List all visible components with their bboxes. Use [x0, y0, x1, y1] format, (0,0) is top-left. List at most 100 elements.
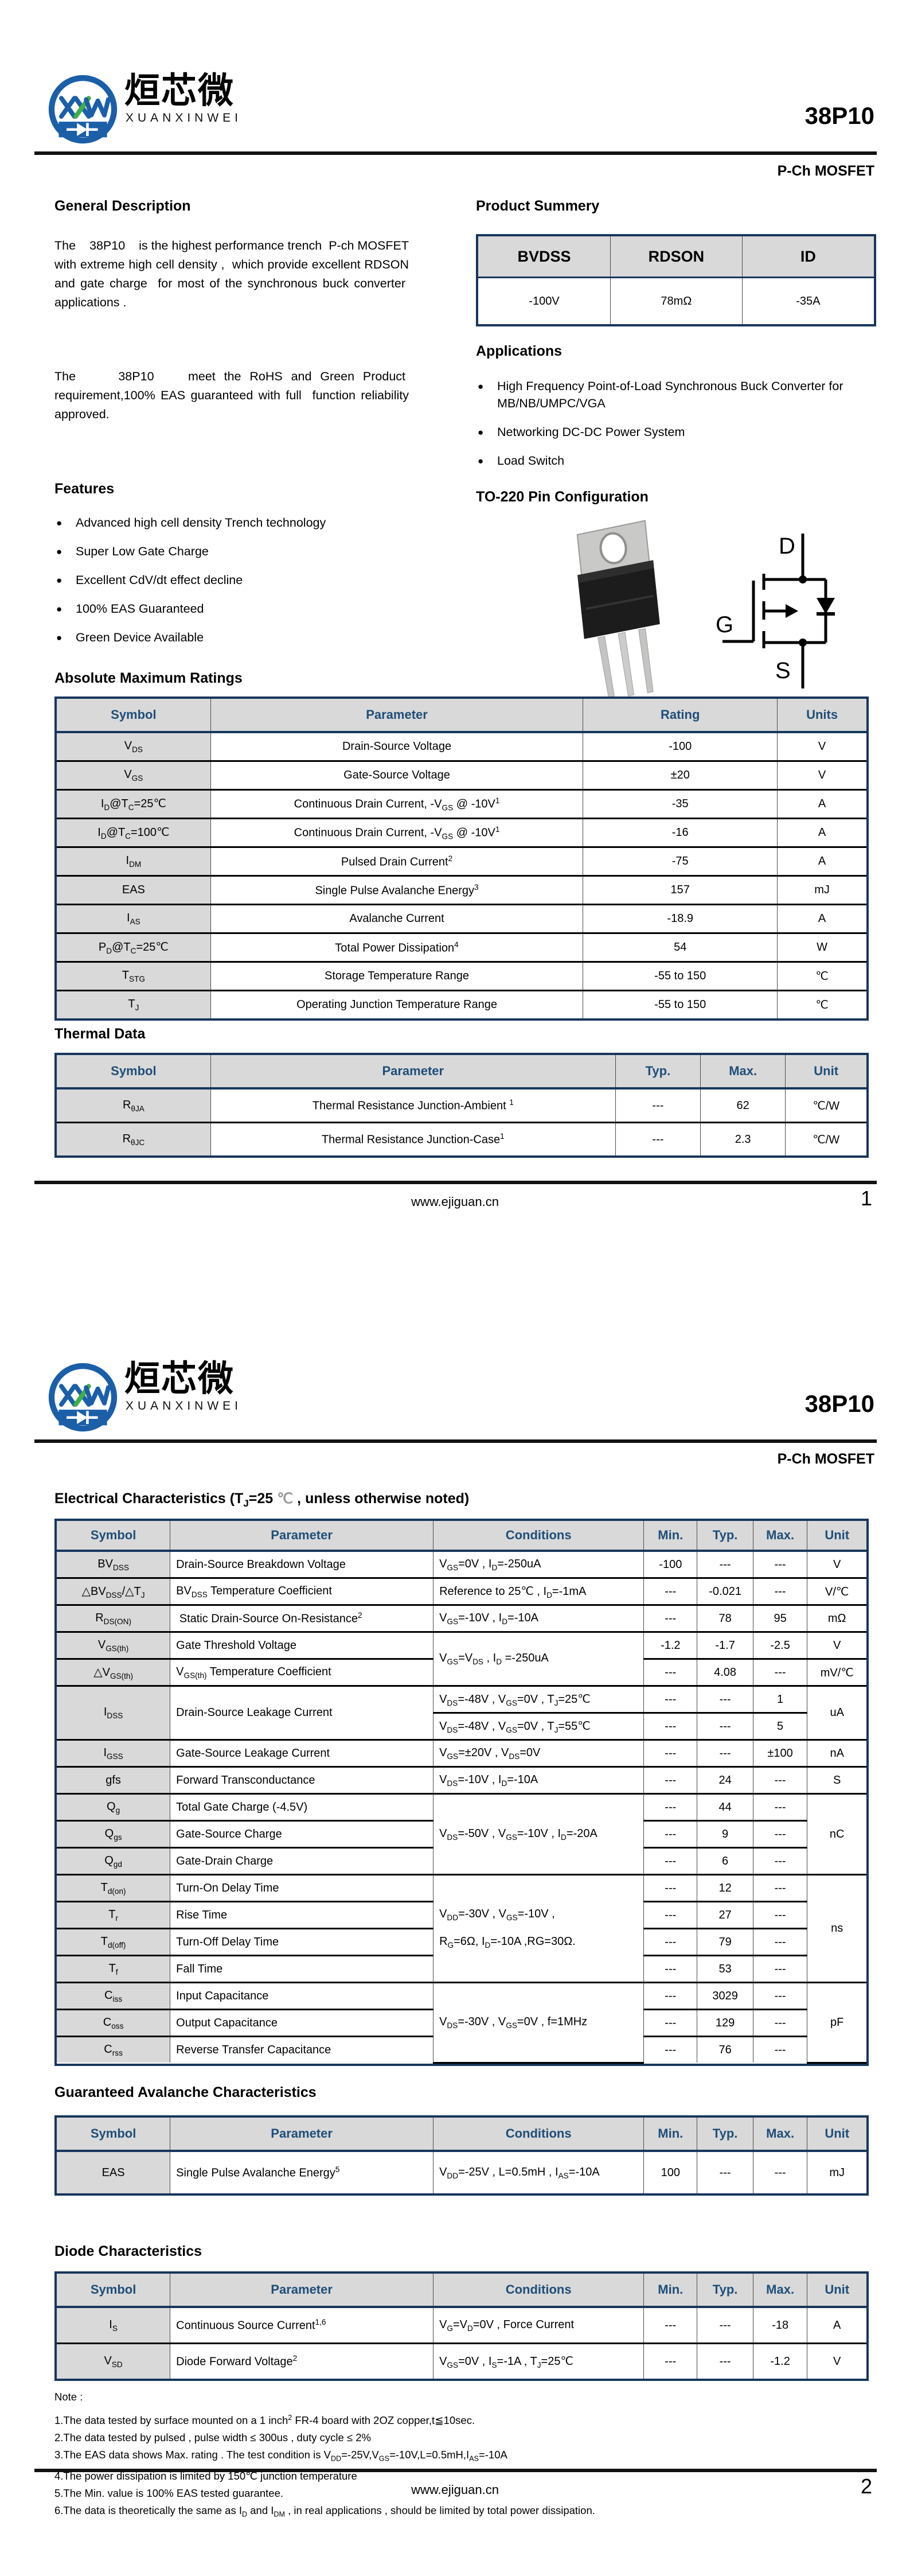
logo-english-text: XUANXINWEI: [126, 111, 243, 124]
table-cell: ---: [643, 1928, 698, 1956]
table-cell: ℃/W: [785, 1122, 866, 1155]
column-header: Typ.: [697, 2118, 753, 2152]
mosfet-symbol-icon: D G S: [716, 534, 835, 688]
table-cell: Static Drain-Source On-Resistance2: [170, 1605, 434, 1633]
column-header: Conditions: [433, 2274, 645, 2308]
table-cell: IAS: [57, 904, 211, 934]
diode-characteristics-table: Symbol Parameter Conditions Min. Typ. Max. Uni…: [54, 2271, 869, 2381]
table-cell: ---: [752, 2036, 807, 2063]
table-cell: ---: [697, 1713, 753, 1741]
table-cell: A: [777, 789, 866, 819]
page-2: 烜芯微 XUANXINWEI 38P10 P-Ch MOSFET Electri…: [0, 1288, 910, 2576]
table-cell: Single Pulse Avalanche Energy5: [170, 2150, 434, 2193]
company-logo: 烜芯微 XUANXINWEI: [47, 73, 242, 145]
general-description-title: General Description: [54, 198, 191, 214]
table-cell: IS: [57, 2306, 171, 2344]
table-cell: V: [807, 1550, 866, 1579]
table-cell: Turn-Off Delay Time: [170, 1928, 434, 1956]
column-header: Unit: [807, 2118, 866, 2152]
column-header: Symbol: [57, 2118, 171, 2152]
table-cell: ---: [752, 1550, 808, 1579]
page-1: 烜芯微 XUANXINWEI 38P10 P-Ch MOSFET General…: [0, 0, 910, 1288]
table-cell: ---: [697, 1550, 753, 1579]
table-cell: ---: [752, 1901, 807, 1929]
table-cell: -1.2: [752, 2343, 808, 2379]
thermal-data-title: Thermal Data: [54, 1026, 146, 1042]
table-cell: VGS=-10V , ID=-10A: [433, 1605, 645, 1633]
column-header: Min.: [643, 2118, 698, 2152]
column-header: Min.: [643, 1521, 698, 1552]
features-list: Advanced high cell density Trench techno…: [56, 514, 423, 657]
column-header: Parameter: [210, 699, 584, 733]
table-cell: Crss: [57, 2036, 171, 2063]
thermal-data-table: Symbol Parameter Typ. Max. Unit RθJA Thermal R…: [54, 1053, 869, 1158]
table-cell: W: [777, 933, 866, 963]
table-cell: ---: [643, 1740, 698, 1768]
column-header: Typ.: [697, 1521, 753, 1552]
table-cell: VDS=-30V , VGS=0V , f=1MHz: [433, 1982, 645, 2064]
column-header: Symbol: [57, 1521, 171, 1552]
table-cell: ---: [643, 1713, 698, 1741]
table-cell: Forward Transconductance: [170, 1766, 434, 1795]
table-cell: Input Capacitance: [170, 1982, 434, 2010]
data-table: Symbol Parameter Rating Units VDS Drain-Sourc…: [57, 699, 866, 1018]
table-cell: Td(off): [57, 1928, 171, 1956]
column-header: Parameter: [210, 1055, 616, 1089]
table-cell: mJ: [807, 2150, 866, 2193]
column-header: Symbol: [57, 699, 211, 733]
footer-rule: [34, 1181, 877, 1184]
table-cell: -16: [583, 818, 778, 848]
data-table: Symbol Parameter Conditions Min. Typ. Max. Uni…: [57, 2118, 866, 2193]
list-item: Excellent CdV/dt effect decline: [56, 571, 423, 589]
table-cell: ---: [643, 1901, 698, 1929]
table-cell: 5: [752, 1713, 807, 1741]
general-description-paragraph-2: The 38P10 meet the RoHS and Green Produc…: [54, 369, 409, 421]
table-cell: VDS=-50V , VGS=-10V , ID=-20A: [433, 1793, 645, 1875]
table-cell: V/℃: [807, 1578, 866, 1606]
table-cell: ---: [643, 1766, 698, 1795]
guaranteed-avalanche-table: Symbol Parameter Conditions Min. Typ. Max. Uni…: [54, 2115, 869, 2196]
table-cell: V: [777, 731, 866, 762]
table-cell: ---: [752, 1982, 808, 2010]
table-cell: VGS=±20V , VDS=0V: [433, 1740, 645, 1768]
table-cell: -1.2: [643, 1632, 698, 1660]
table-cell: Gate Threshold Voltage: [170, 1632, 434, 1660]
list-item: 100% EAS Guaranteed: [56, 600, 423, 618]
table-cell: Thermal Resistance Junction-Case1: [210, 1122, 616, 1155]
table-cell: A: [777, 904, 866, 934]
table-cell: EAS: [57, 2150, 171, 2193]
table-cell: ---: [643, 2009, 698, 2037]
list-item: Super Low Gate Charge: [56, 543, 423, 561]
table-cell: ---: [643, 2036, 698, 2063]
table-cell: IDSS: [57, 1686, 171, 1741]
footer-url: www.ejiguan.cn: [411, 1194, 499, 1209]
data-table: BVDSS RDSON ID -100V 78mΩ -35A: [478, 236, 874, 324]
table-cell: 157: [583, 875, 778, 905]
table-cell: ---: [615, 1122, 701, 1155]
note-line: 4.The power dissipation is limited by 15…: [54, 2469, 357, 2482]
pin-label-g: G: [716, 612, 733, 637]
table-cell: -18: [752, 2306, 808, 2344]
table-cell: Tr: [57, 1901, 171, 1929]
logo-chinese-text: 烜芯微: [124, 69, 235, 111]
column-header: Symbol: [57, 2274, 171, 2308]
logo-icon: [48, 1363, 118, 1432]
table-cell: 54: [583, 933, 778, 963]
table-cell: ---: [643, 1578, 698, 1606]
device-type-subtitle: P-Ch MOSFET: [777, 1451, 874, 1467]
notes-list: 1.The data tested by surface mounted on …: [54, 2409, 846, 2523]
table-cell: IDM: [57, 847, 211, 877]
table-cell: gfs: [57, 1766, 171, 1795]
table-cell: VDS=-48V , VGS=0V , TJ=55℃: [433, 1713, 645, 1741]
notes-label: Note :: [54, 2391, 83, 2403]
table-cell: ---: [752, 1847, 807, 1875]
table-cell: -0.021: [697, 1578, 753, 1606]
table-cell: Gate-Source Voltage: [210, 761, 584, 791]
table-cell: VGS=0V , ID=-250uA: [433, 1550, 645, 1579]
table-cell: pF: [807, 1982, 866, 2064]
table-cell: VDD=-25V , L=0.5mH , IAS=-10A: [433, 2150, 645, 2193]
table-cell: Drain-Source Leakage Current: [170, 1686, 434, 1741]
table-cell: Avalanche Current: [210, 904, 584, 934]
column-header: Typ.: [615, 1055, 701, 1089]
table-cell: nA: [807, 1740, 866, 1768]
